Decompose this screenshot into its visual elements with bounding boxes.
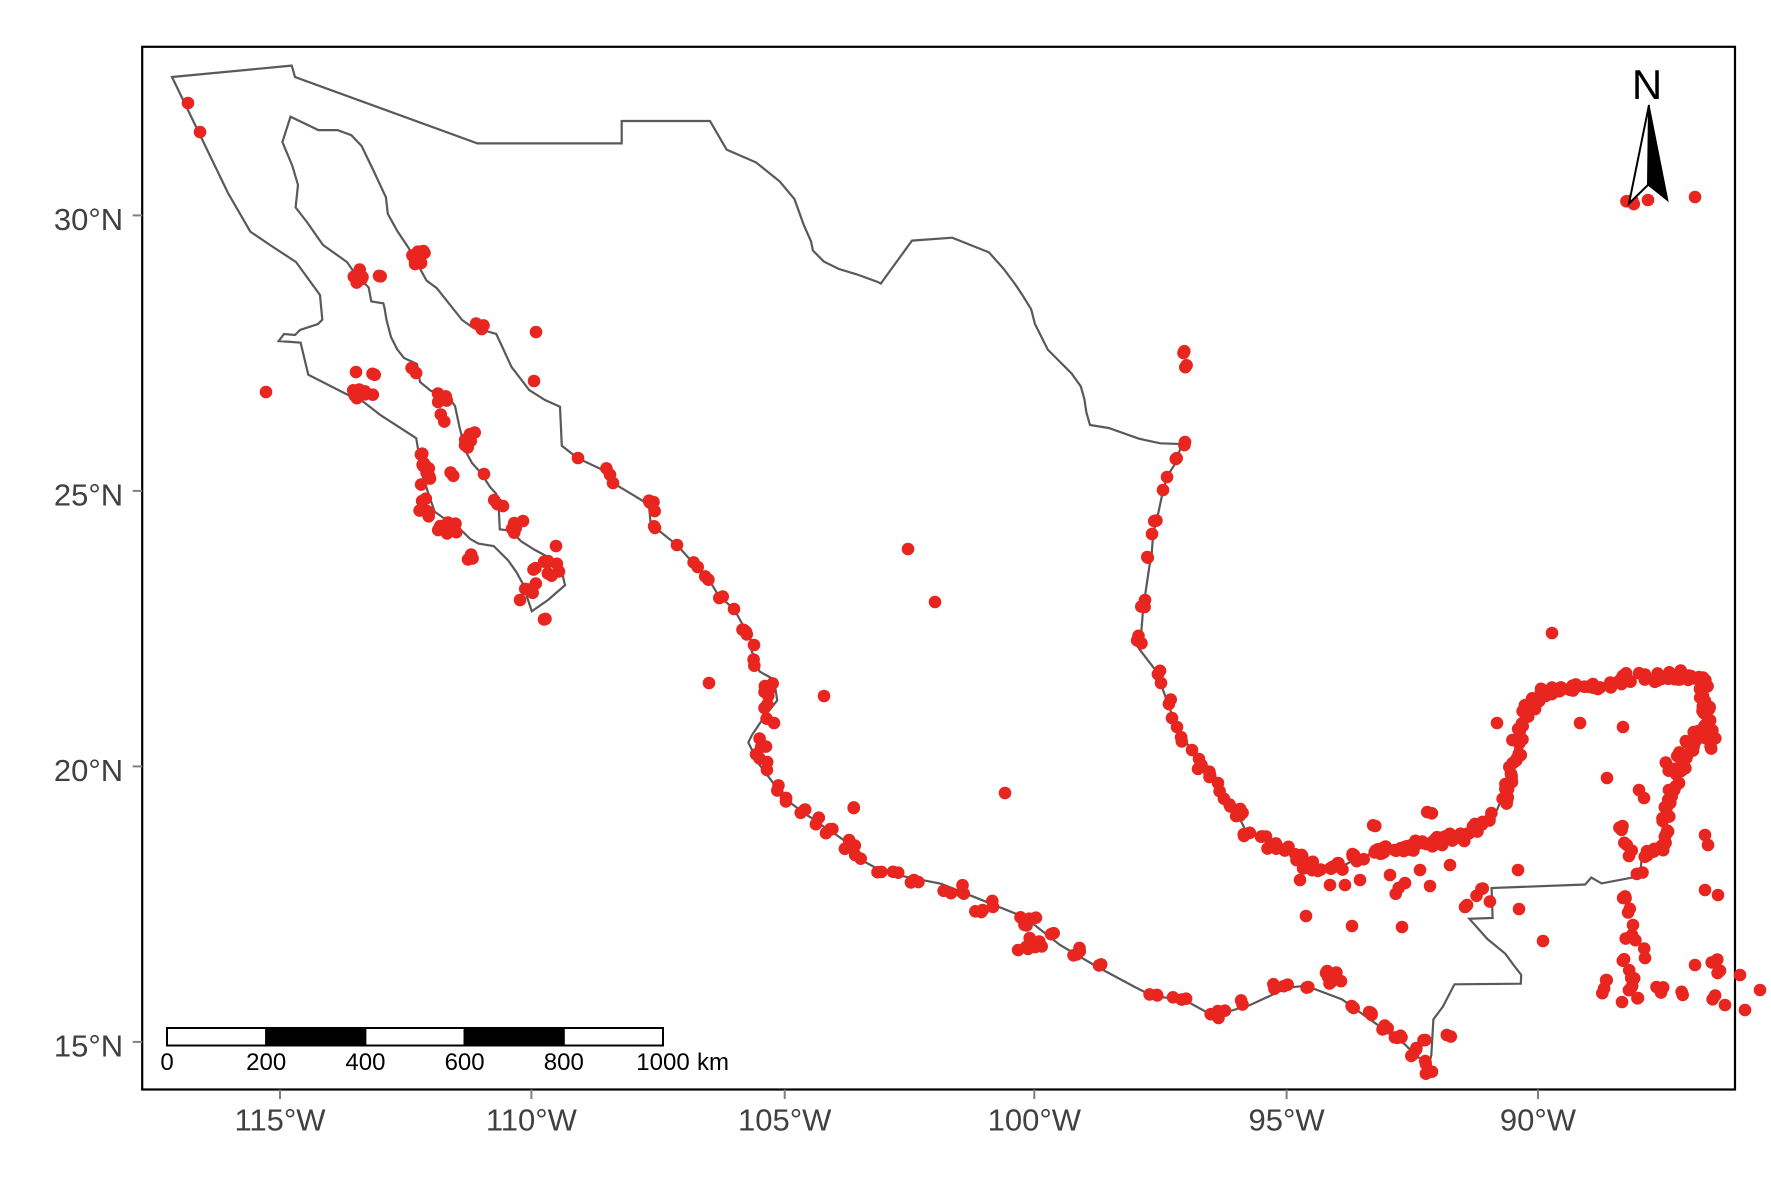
svg-text:0: 0 [160,1049,173,1076]
svg-text:200: 200 [246,1049,286,1076]
svg-text:115°W: 115°W [234,1103,326,1138]
svg-text:400: 400 [345,1049,385,1076]
svg-text:20°N: 20°N [54,753,123,788]
svg-text:90°W: 90°W [1500,1103,1577,1138]
svg-text:95°W: 95°W [1249,1103,1326,1138]
svg-text:km: km [697,1049,729,1076]
svg-text:105°W: 105°W [738,1103,832,1138]
svg-text:800: 800 [544,1049,584,1076]
svg-text:600: 600 [445,1049,485,1076]
svg-text:30°N: 30°N [54,202,123,237]
svg-text:110°W: 110°W [486,1103,578,1138]
svg-text:15°N: 15°N [54,1028,123,1063]
svg-text:1000: 1000 [636,1049,689,1076]
svg-text:25°N: 25°N [54,477,123,512]
svg-text:100°W: 100°W [988,1103,1082,1138]
svg-text:N: N [1632,61,1662,108]
